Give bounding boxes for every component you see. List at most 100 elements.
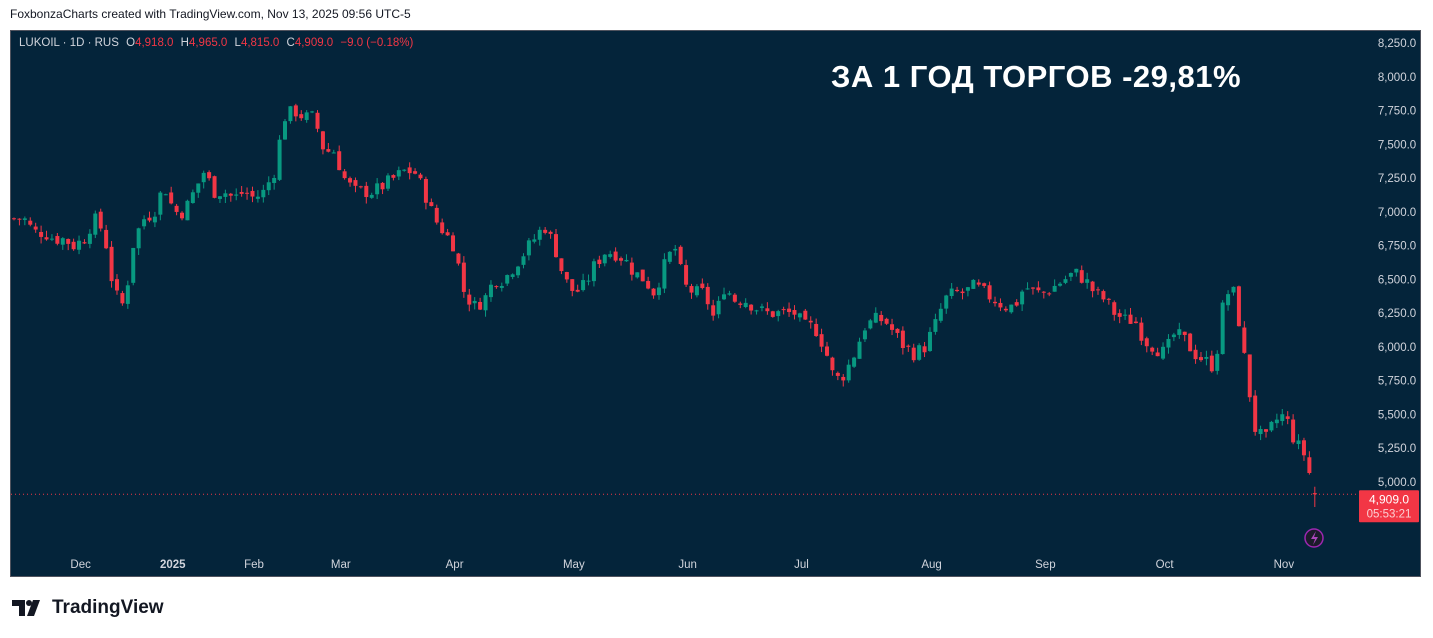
candle-body <box>483 295 488 311</box>
candle-body <box>1198 357 1203 361</box>
candle-body <box>1204 356 1209 359</box>
candle-body <box>429 202 434 207</box>
candle-body <box>114 279 119 291</box>
candle-body <box>250 190 255 197</box>
candle-body <box>223 193 228 197</box>
candle-body <box>532 239 537 242</box>
symbol-label[interactable]: LUKOIL · 1D · RUS <box>19 37 119 49</box>
candle-body <box>255 196 260 199</box>
candle-body <box>857 341 862 359</box>
candle-body <box>1079 270 1084 283</box>
high-value: 4,965.0 <box>188 37 228 49</box>
candle-body <box>494 286 499 288</box>
candle-body <box>1209 355 1214 372</box>
candle-body <box>613 251 618 261</box>
candle-body <box>591 261 596 282</box>
candle-body <box>526 240 531 256</box>
candle-body <box>201 172 206 183</box>
candle-body <box>234 194 239 196</box>
candle-body <box>808 320 813 323</box>
candle-body <box>754 310 759 312</box>
candle-body <box>646 280 651 289</box>
candle-body <box>1274 419 1279 424</box>
candle-body <box>1003 308 1008 311</box>
candle-body <box>283 121 287 140</box>
candle-body <box>581 280 586 291</box>
candle-body <box>1177 329 1182 335</box>
candle-body <box>667 251 672 262</box>
candle-body <box>781 309 786 311</box>
close-label: C <box>286 37 295 49</box>
candle-body <box>98 211 103 229</box>
candle-body <box>380 182 385 190</box>
candle-body <box>315 112 320 129</box>
y-tick-label: 7,250.0 <box>1378 173 1416 185</box>
candle-body <box>1133 321 1138 324</box>
candle-body <box>1058 283 1063 286</box>
candle-body <box>44 237 49 240</box>
candle-body <box>987 285 992 300</box>
candle-body <box>922 346 927 353</box>
y-tick-label: 8,000.0 <box>1378 72 1416 84</box>
candle-body <box>299 114 304 119</box>
candle-body <box>1036 287 1041 291</box>
candle-body <box>266 182 271 191</box>
candle-body <box>933 319 938 332</box>
candle-body <box>434 207 439 223</box>
candle-body <box>521 256 526 265</box>
y-tick-label: 8,250.0 <box>1378 38 1416 50</box>
candle-body <box>873 312 878 323</box>
candle-body <box>608 254 613 257</box>
candle-body <box>619 258 624 261</box>
y-tick-label: 7,750.0 <box>1378 106 1416 118</box>
brand-name: TradingView <box>52 597 164 618</box>
candle-body <box>640 269 645 282</box>
candle-body <box>440 222 445 234</box>
candle-body <box>337 151 342 171</box>
candle-body <box>846 364 851 381</box>
candle-body <box>1096 289 1100 291</box>
y-tick-label: 5,500.0 <box>1378 409 1416 421</box>
candle-body <box>510 274 515 277</box>
x-tick-label: Nov <box>1274 559 1295 571</box>
candle-body <box>245 192 250 194</box>
candle-body <box>570 279 575 291</box>
candle-body <box>109 246 114 282</box>
candle-body <box>158 192 163 215</box>
candle-body <box>272 177 277 183</box>
candle-body <box>884 318 889 324</box>
candle-body <box>564 272 569 280</box>
candle-body <box>342 171 347 179</box>
candle-body <box>1155 352 1160 357</box>
candle-body <box>163 194 168 196</box>
candle-body <box>1150 347 1155 352</box>
candle-body <box>396 170 401 177</box>
candle-body <box>136 228 141 249</box>
candle-body <box>185 200 190 221</box>
candle-body <box>673 248 678 251</box>
candle-body <box>33 226 38 230</box>
candle-body <box>131 247 136 283</box>
chart-panel[interactable]: 8,250.0 8,000.0 7,750.0 7,500.0 7,250.0 7,000… <box>10 30 1421 577</box>
candle-body <box>142 219 147 227</box>
candlestick-chart[interactable]: 8,250.0 8,000.0 7,750.0 7,500.0 7,250.0 7,000… <box>11 31 1421 577</box>
candle-body <box>879 314 884 322</box>
candle-body <box>684 265 689 285</box>
candle-body <box>1258 428 1263 435</box>
candle-body <box>375 183 380 195</box>
high-label: H <box>180 37 189 49</box>
x-tick-label: Feb <box>244 559 264 571</box>
candle-body <box>1014 302 1019 306</box>
candle-body <box>976 282 981 285</box>
chart-annotation: ЗА 1 ГОД ТОРГОВ -29,81% <box>831 59 1242 94</box>
bar-countdown: 05:53:21 <box>1367 508 1412 520</box>
candle-body <box>207 172 212 179</box>
candle-body <box>261 189 266 198</box>
candle-body <box>1247 354 1252 398</box>
candle-body <box>694 286 699 296</box>
candle-body <box>1068 273 1073 277</box>
candle-body <box>1166 338 1171 348</box>
candle-body <box>152 216 157 223</box>
candle-body <box>1117 313 1122 317</box>
candle-body <box>1025 288 1030 290</box>
